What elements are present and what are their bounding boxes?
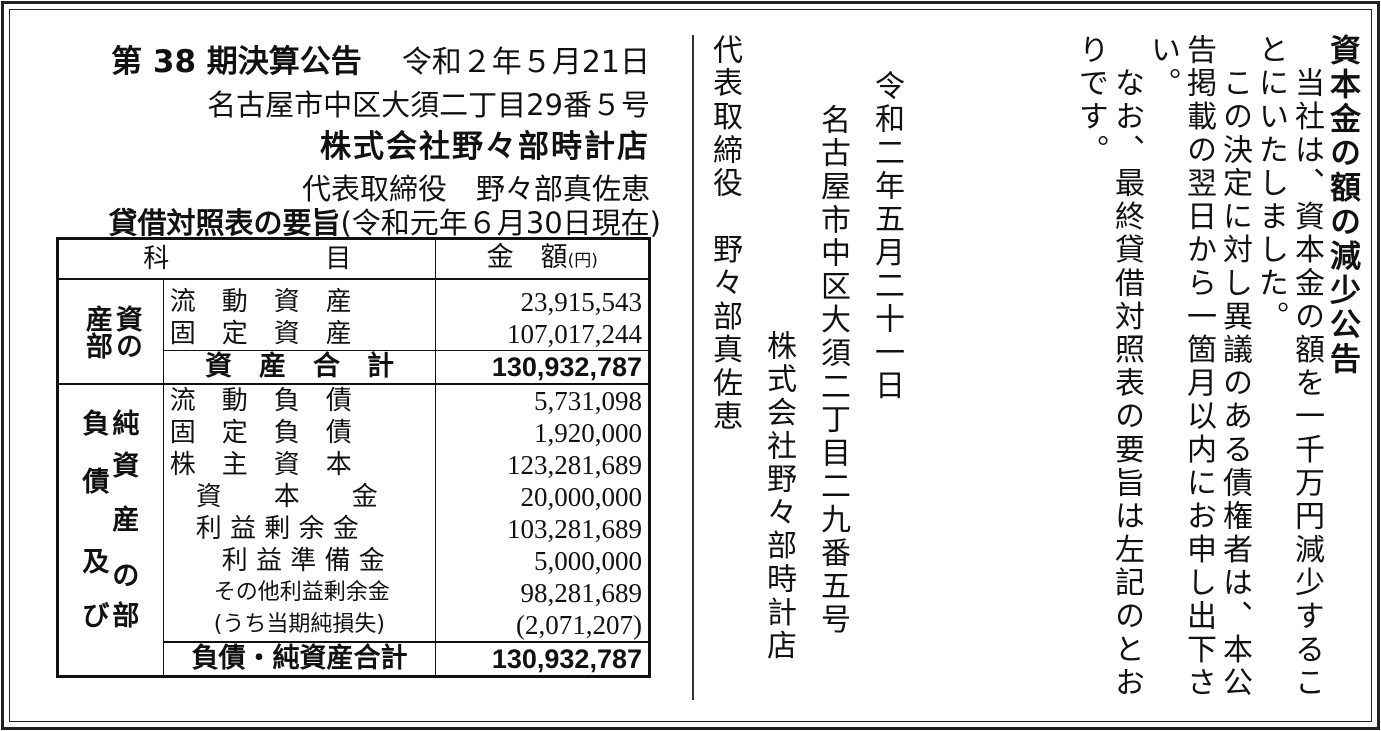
balance-sheet-table: 科 目 金 額(円) 資の産部 流 動 資 産 23,915,543 固 定 資… <box>56 237 651 678</box>
row-item: 流 動 負 債 <box>162 384 437 417</box>
row-value: 1,920,000 <box>435 417 650 449</box>
table-row: 利 益 剰 余 金 103,281,689 <box>58 513 650 545</box>
table-header: 科 目 金 額(円) <box>56 238 650 280</box>
row-item: その他利益剰余金 <box>162 577 437 609</box>
row-value: 130,932,787 <box>435 641 650 677</box>
company-address: 名古屋市中区大須二丁目29番５号 <box>207 88 650 122</box>
table-row: (うち当期純損失) (2,071,207) <box>58 609 650 642</box>
notice-line: 当社は、資本金の額を一千万円減少するこ <box>1289 34 1324 700</box>
notice-address: 名古屋市中区大須二丁目二九番五号 <box>815 104 850 637</box>
header-unit: (円) <box>567 250 598 271</box>
notice-line: い。 <box>1145 34 1180 101</box>
inner-border <box>9 9 1372 722</box>
liabilities-label-char: び <box>82 601 110 632</box>
row-value: 5,731,098 <box>435 384 650 417</box>
table-row: 資の産部 流 動 資 産 23,915,543 <box>57 278 650 385</box>
assets-section-label: 資の産部 <box>57 278 164 385</box>
liabilities-label-char: 資 <box>112 451 140 482</box>
header-item: 科 目 <box>56 238 437 280</box>
notice-line: とにいたしました。 <box>1253 34 1288 334</box>
row-value: 123,281,689 <box>435 449 650 481</box>
row-item: 利 益 剰 余 金 <box>162 513 437 545</box>
bs-heading: 貸借対照表の要旨(令和元年６月30日現在) <box>108 200 661 242</box>
notice-line: 告掲載の翌日から一箇月以内にお申し出下さ <box>1181 34 1216 700</box>
header-amount: 金 額(円) <box>435 238 650 280</box>
notice-line: なお、最終貸借対照表の要旨は左記のとお <box>1109 34 1144 700</box>
bs-date: (令和元年６月30日現在) <box>340 206 661 240</box>
liabilities-section-label: 負純債資産及のび部 <box>65 410 157 650</box>
table-row: その他利益剰余金 98,281,689 <box>58 577 650 609</box>
representative: 代表取締役 野々部真佐恵 <box>301 172 650 206</box>
column-divider <box>692 35 694 700</box>
company-name: 株式会社野々部時計店 <box>320 129 650 165</box>
reduction-notice-title: 資本金の額の減少公告 <box>1324 34 1360 377</box>
row-item: 資 本 金 <box>162 481 437 513</box>
table-row: 負純債資産及のび部流 動 負 債 5,731,098 <box>57 383 650 677</box>
row-value: 20,000,000 <box>435 481 650 513</box>
notice-line: この決定に対し異議のある債権者は、本公 <box>1217 34 1252 700</box>
row-value: 5,000,000 <box>435 545 650 577</box>
liabilities-section-cell: 負純債資産及のび部 <box>57 383 164 677</box>
liabilities-label-char: 産 <box>112 505 140 536</box>
row-value: 103,281,689 <box>435 513 650 545</box>
table-row: 利 益 準 備 金 5,000,000 <box>58 545 650 577</box>
row-value: (2,071,207) <box>435 609 650 642</box>
liabilities-label-char: 債 <box>82 467 110 498</box>
table-row: 固 定 資 産 107,017,244 <box>58 318 650 351</box>
notice-line: りです。 <box>1073 34 1108 168</box>
liabilities-total-row: 負債・純資産合計 130,932,787 <box>58 641 650 677</box>
settlement-header: 第 38 期決算公告 令和２年５月21日 <box>111 36 650 81</box>
row-value: 98,281,689 <box>435 577 650 609</box>
notice-representative: 代表取締役 野々部真佐恵 <box>707 34 742 434</box>
assets-total-row: 資 産 合 計 130,932,787 <box>58 350 650 385</box>
notice-company: 株式会社野々部時計店 <box>761 330 796 663</box>
table-row: 固 定 負 債 1,920,000 <box>58 417 650 449</box>
table-row: 資 本 金 20,000,000 <box>58 481 650 513</box>
row-item: 利 益 準 備 金 <box>162 545 437 577</box>
settlement-date: 令和２年５月21日 <box>401 45 650 80</box>
liabilities-label-char: の <box>112 561 140 592</box>
bs-title: 貸借対照表の要旨 <box>108 206 341 240</box>
row-item: 株 主 資 本 <box>162 449 437 481</box>
notice-date: 令和二年五月二十一日 <box>869 70 904 403</box>
row-item: (うち当期純損失) <box>162 609 437 642</box>
liabilities-label-char: 及 <box>82 547 110 578</box>
table-row: 株 主 資 本 123,281,689 <box>58 449 650 481</box>
settlement-title: 第 38 期決算公告 <box>111 44 362 80</box>
row-item: 固 定 負 債 <box>162 417 437 449</box>
liabilities-label-char: 純 <box>112 409 140 440</box>
liabilities-label-char: 部 <box>112 601 140 632</box>
liabilities-label-char: 負 <box>82 409 110 440</box>
row-item: 負債・純資産合計 <box>162 641 437 677</box>
